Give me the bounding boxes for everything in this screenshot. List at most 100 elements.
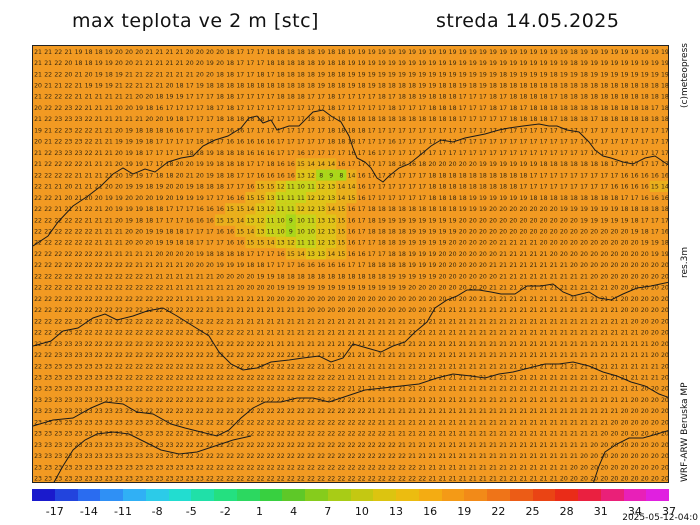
grid-value: 16 [621, 184, 629, 191]
grid-value: 17 [176, 139, 184, 146]
grid-value: 17 [499, 150, 507, 157]
grid-value: 17 [590, 172, 598, 179]
grid-value: 19 [570, 206, 578, 213]
grid-value: 19 [95, 71, 103, 78]
grid-value: 21 [145, 273, 153, 280]
grid-value: 18 [287, 273, 295, 280]
grid-value: 17 [378, 172, 386, 179]
grid-value: 11 [297, 240, 305, 247]
grid-value: 21 [135, 116, 143, 123]
grid-value: 21 [509, 240, 517, 247]
grid-value: 20 [641, 251, 649, 258]
grid-value: 17 [570, 139, 578, 146]
grid-value: 17 [621, 139, 629, 146]
grid-value: 18 [600, 116, 608, 123]
grid-value: 17 [257, 251, 265, 258]
grid-value: 22 [34, 296, 42, 303]
grid-value: 21 [418, 419, 426, 426]
grid-value: 22 [176, 352, 184, 359]
grid-value: 21 [600, 352, 608, 359]
grid-value: 19 [428, 229, 436, 236]
grid-value: 23 [75, 116, 83, 123]
grid-value: 20 [590, 476, 598, 483]
grid-value: 21 [560, 341, 568, 348]
grid-value: 19 [479, 161, 487, 168]
grid-value: 18 [317, 273, 325, 280]
grid-value: 21 [54, 184, 62, 191]
grid-value: 17 [267, 94, 275, 101]
grid-value: 17 [398, 105, 406, 112]
grid-value: 16 [641, 172, 649, 179]
grid-value: 18 [226, 116, 234, 123]
grid-value: 18 [600, 83, 608, 90]
grid-value: 19 [166, 116, 174, 123]
grid-value: 19 [196, 195, 204, 202]
grid-value: 21 [267, 341, 275, 348]
grid-value: 21 [105, 240, 113, 247]
grid-value: 21 [530, 307, 538, 314]
grid-value: 20 [661, 419, 669, 426]
grid-value: 22 [105, 285, 113, 292]
grid-value: 22 [216, 397, 224, 404]
grid-value: 21 [540, 453, 548, 460]
grid-value: 22 [125, 363, 133, 370]
grid-value: 18 [388, 262, 396, 269]
grid-value: 15 [236, 229, 244, 236]
grid-value: 17 [428, 127, 436, 134]
grid-value: 23 [166, 453, 174, 460]
grid-value: 16 [236, 127, 244, 134]
grid-value: 21 [610, 307, 618, 314]
grid-value: 19 [459, 83, 467, 90]
grid-value: 21 [449, 386, 457, 393]
grid-value: 21 [610, 375, 618, 382]
grid-value: 22 [206, 419, 214, 426]
grid-value: 17 [560, 172, 568, 179]
grid-value: 18 [398, 229, 406, 236]
grid-value: 20 [661, 408, 669, 415]
grid-value: 17 [550, 127, 558, 134]
grid-value: 18 [155, 127, 163, 134]
grid-value: 19 [408, 229, 416, 236]
grid-value: 17 [206, 116, 214, 123]
grid-value: 23 [105, 419, 113, 426]
grid-value: 21 [378, 363, 386, 370]
grid-value: 20 [398, 307, 406, 314]
grid-value: 19 [641, 240, 649, 247]
grid-value: 20 [176, 161, 184, 168]
grid-value: 18 [499, 172, 507, 179]
grid-value: 20 [317, 307, 325, 314]
grid-value: 21 [469, 397, 477, 404]
grid-value: 17 [176, 150, 184, 157]
grid-value: 20 [610, 251, 618, 258]
grid-value: 22 [267, 386, 275, 393]
grid-value: 20 [459, 285, 467, 292]
grid-value: 19 [459, 60, 467, 67]
color-scale-bar [32, 489, 669, 501]
grid-value: 21 [176, 60, 184, 67]
grid-value: 21 [439, 397, 447, 404]
grid-value: 19 [651, 60, 659, 67]
grid-value: 21 [166, 60, 174, 67]
grid-value: 18 [327, 105, 335, 112]
grid-value: 22 [327, 464, 335, 471]
grid-value: 18 [226, 94, 234, 101]
grid-value: 18 [226, 161, 234, 168]
grid-value: 18 [621, 94, 629, 101]
grid-value: 18 [287, 94, 295, 101]
grid-value: 18 [449, 195, 457, 202]
grid-value: 22 [75, 229, 83, 236]
cool-cell [285, 180, 296, 192]
grid-value: 20 [590, 442, 598, 449]
grid-value: 18 [277, 94, 285, 101]
grid-value: 18 [327, 139, 335, 146]
grid-value: 21 [155, 262, 163, 269]
grid-value: 22 [226, 476, 234, 483]
grid-value: 17 [166, 217, 174, 224]
grid-value: 21 [550, 408, 558, 415]
grid-value: 21 [398, 375, 406, 382]
grid-value: 21 [489, 476, 497, 483]
grid-value: 17 [358, 94, 366, 101]
grid-value: 19 [398, 273, 406, 280]
grid-value: 22 [176, 375, 184, 382]
grid-value: 8 [319, 172, 323, 179]
